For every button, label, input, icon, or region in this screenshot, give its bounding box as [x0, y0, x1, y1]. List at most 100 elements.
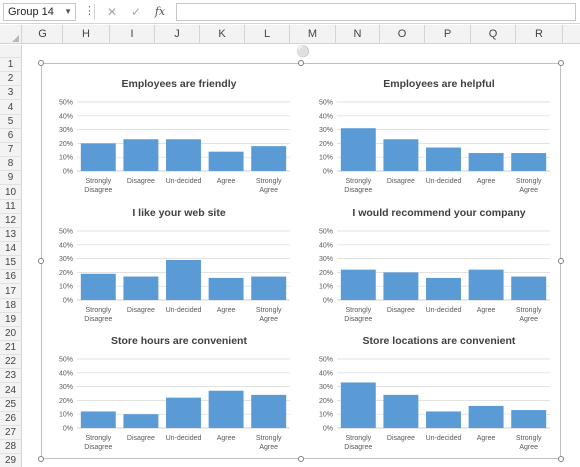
bar[interactable]: [166, 139, 201, 171]
column-header-o[interactable]: O: [380, 25, 425, 44]
row-header-25[interactable]: 25: [0, 398, 22, 412]
bar[interactable]: [340, 382, 376, 428]
row-header-21[interactable]: 21: [0, 341, 22, 355]
insert-function-button[interactable]: fx: [154, 5, 166, 18]
row-header-11[interactable]: 11: [0, 200, 22, 214]
resize-handle[interactable]: [38, 258, 44, 264]
row-header-5[interactable]: 5: [0, 115, 22, 129]
bar[interactable]: [511, 153, 547, 171]
bar[interactable]: [468, 269, 504, 300]
bar[interactable]: [426, 147, 461, 171]
name-box[interactable]: Group 14 ▼: [3, 3, 76, 21]
row-header-6[interactable]: 6: [0, 129, 22, 143]
bar[interactable]: [340, 269, 376, 300]
bar[interactable]: [208, 277, 244, 300]
bar[interactable]: [80, 273, 116, 300]
bar[interactable]: [208, 151, 244, 171]
resize-handle[interactable]: [298, 60, 304, 66]
row-header-14[interactable]: 14: [0, 242, 22, 256]
rotate-handle-icon[interactable]: ⚪: [296, 46, 310, 58]
bar[interactable]: [123, 139, 159, 171]
resize-handle[interactable]: [298, 456, 304, 462]
chevron-down-icon[interactable]: ▼: [64, 7, 72, 16]
bar[interactable]: [468, 405, 504, 428]
bar[interactable]: [208, 390, 244, 428]
row-header-18[interactable]: 18: [0, 299, 22, 313]
column-header-m[interactable]: M: [290, 25, 336, 44]
drag-dots-icon[interactable]: ⋮: [84, 5, 95, 17]
row-header-8[interactable]: 8: [0, 157, 22, 171]
column-header-j[interactable]: J: [155, 25, 200, 44]
bar[interactable]: [251, 276, 287, 300]
bar[interactable]: [80, 411, 116, 428]
bar[interactable]: [166, 259, 201, 300]
select-all-corner[interactable]: [0, 25, 22, 44]
column-header-h[interactable]: H: [63, 25, 110, 44]
resize-handle[interactable]: [558, 456, 564, 462]
row-header-3[interactable]: 3: [0, 86, 22, 100]
column-header-q[interactable]: Q: [471, 25, 516, 44]
formula-input[interactable]: [176, 3, 576, 21]
cancel-icon[interactable]: ✕: [106, 5, 118, 19]
bar[interactable]: [511, 410, 547, 428]
column-header-p[interactable]: P: [425, 25, 471, 44]
resize-handle[interactable]: [558, 258, 564, 264]
row-header-24[interactable]: 24: [0, 383, 22, 398]
row-header-28[interactable]: 28: [0, 440, 22, 454]
row-header-19[interactable]: 19: [0, 313, 22, 327]
row-header-15[interactable]: 15: [0, 256, 22, 270]
bar[interactable]: [468, 153, 504, 171]
category-label: Un-decided: [426, 178, 462, 185]
chart-group[interactable]: Employees are friendly 0% 10% 20% 30% 40% 50% S…: [38, 60, 564, 462]
chart-2[interactable]: Employees are helpful 0% 10% 20% 30% 40% 50% St…: [302, 72, 560, 200]
column-header-l[interactable]: L: [245, 25, 290, 44]
row-header-20[interactable]: 20: [0, 327, 22, 341]
row-header-4[interactable]: 4: [0, 100, 22, 115]
row-header-9[interactable]: 9: [0, 171, 22, 185]
row-header-26[interactable]: 26: [0, 412, 22, 426]
y-tick-label: 10%: [59, 284, 73, 291]
column-header-g[interactable]: G: [23, 25, 63, 44]
chart-5[interactable]: Store hours are convenient 0% 10% 20% 30% 40%…: [42, 329, 300, 457]
column-header-i[interactable]: I: [110, 25, 155, 44]
enter-checkmark-icon[interactable]: ✓: [130, 5, 142, 19]
bar[interactable]: [123, 276, 159, 300]
bar[interactable]: [511, 276, 547, 300]
bar[interactable]: [166, 397, 201, 428]
column-header-n[interactable]: N: [336, 25, 380, 44]
resize-handle[interactable]: [38, 60, 44, 66]
row-header-10[interactable]: 10: [0, 185, 22, 200]
bar[interactable]: [251, 394, 287, 428]
chart-3[interactable]: I like your web site 0% 10% 20% 30% 40% 50% Str…: [42, 201, 300, 329]
chart-4[interactable]: I would recommend your company 0% 10% 20% 30…: [302, 201, 560, 329]
bar[interactable]: [80, 143, 116, 171]
bar[interactable]: [383, 139, 419, 171]
category-label: Disagree: [387, 307, 415, 314]
row-header-16[interactable]: 16: [0, 270, 22, 284]
row-header-17[interactable]: 17: [0, 284, 22, 299]
bar[interactable]: [383, 272, 419, 300]
row-header-1[interactable]: 1: [0, 58, 22, 72]
column-header-r[interactable]: R: [516, 25, 563, 44]
y-tick-label: 20%: [319, 398, 333, 405]
row-header-13[interactable]: 13: [0, 228, 22, 242]
chart-1[interactable]: Employees are friendly 0% 10% 20% 30% 40% 50% S…: [42, 72, 300, 200]
bar[interactable]: [340, 128, 376, 171]
row-header-22[interactable]: 22: [0, 355, 22, 369]
bar[interactable]: [426, 411, 461, 428]
row-header-23[interactable]: 23: [0, 369, 22, 383]
bar[interactable]: [383, 394, 419, 428]
bar[interactable]: [123, 414, 159, 428]
resize-handle[interactable]: [558, 60, 564, 66]
row-header-2[interactable]: 2: [0, 72, 22, 86]
row-header-29[interactable]: 29: [0, 454, 22, 467]
resize-handle[interactable]: [38, 456, 44, 462]
chart-svg: Employees are helpful 0% 10% 20% 30% 40% 50% St…: [319, 78, 550, 194]
chart-6[interactable]: Store locations are convenient 0% 10% 20% 30…: [302, 329, 560, 457]
bar[interactable]: [426, 277, 461, 300]
row-header-27[interactable]: 27: [0, 426, 22, 440]
row-header-12[interactable]: 12: [0, 214, 22, 228]
bar[interactable]: [251, 146, 287, 171]
row-header-7[interactable]: 7: [0, 143, 22, 157]
column-header-k[interactable]: K: [200, 25, 245, 44]
